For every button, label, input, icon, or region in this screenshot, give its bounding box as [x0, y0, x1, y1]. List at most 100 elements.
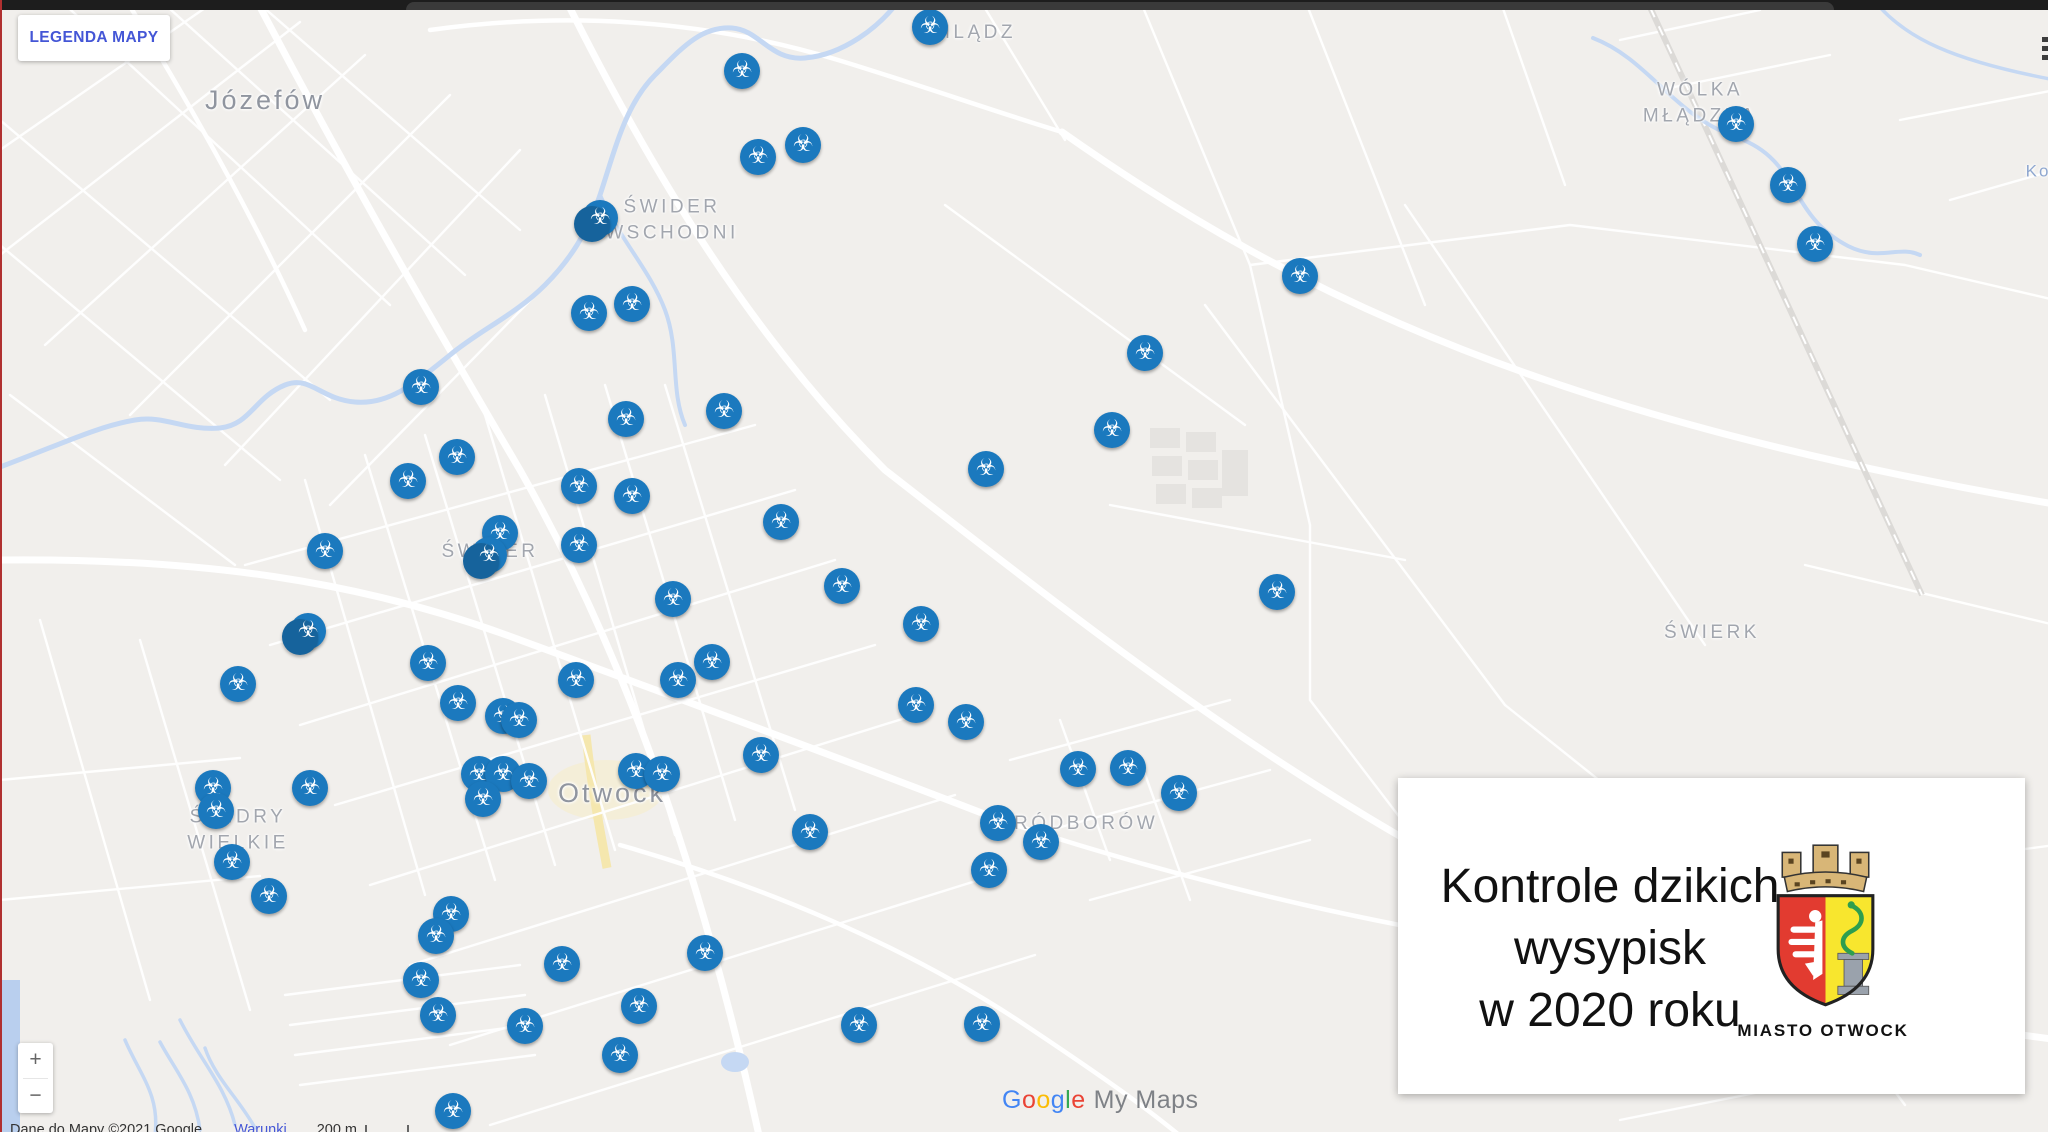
zoom-in-button[interactable]: +: [18, 1043, 53, 1078]
biohazard-marker[interactable]: ☣: [785, 127, 821, 163]
biohazard-icon: ☣: [205, 797, 227, 823]
biohazard-icon: ☣: [472, 785, 494, 811]
biohazard-marker[interactable]: ☣: [1282, 258, 1318, 294]
biohazard-marker[interactable]: ☣: [980, 805, 1016, 841]
biohazard-marker[interactable]: ☣: [968, 451, 1004, 487]
biohazard-marker[interactable]: ☣: [420, 997, 456, 1033]
biohazard-icon: ☣: [910, 610, 932, 636]
terms-link[interactable]: Warunki: [234, 1122, 287, 1132]
biohazard-marker[interactable]: ☣: [198, 793, 234, 829]
biohazard-icon: ☣: [468, 760, 490, 786]
biohazard-marker[interactable]: ☣: [1127, 335, 1163, 371]
biohazard-marker[interactable]: ☣: [694, 644, 730, 680]
biohazard-marker[interactable]: ☣: [507, 1008, 543, 1044]
biohazard-marker[interactable]: ☣: [740, 139, 776, 175]
biohazard-marker[interactable]: ☣: [1094, 412, 1130, 448]
window-left-edge: [0, 0, 2, 1132]
map-label: Józefów: [204, 84, 326, 115]
biohazard-marker[interactable]: ☣: [501, 702, 537, 738]
biohazard-marker[interactable]: ☣: [574, 200, 618, 242]
biohazard-icon: ☣: [297, 617, 319, 643]
biohazard-marker[interactable]: ☣: [964, 1006, 1000, 1042]
biohazard-marker[interactable]: ☣: [912, 9, 948, 45]
google-wordmark: Google: [1002, 1086, 1086, 1115]
biohazard-marker[interactable]: ☣: [948, 704, 984, 740]
biohazard-icon: ☣: [427, 1001, 449, 1027]
biohazard-marker[interactable]: ☣: [440, 685, 476, 721]
biohazard-marker[interactable]: ☣: [463, 537, 507, 579]
biohazard-marker[interactable]: ☣: [544, 946, 580, 982]
biohazard-marker[interactable]: ☣: [903, 606, 939, 642]
biohazard-icon: ☣: [615, 405, 637, 431]
biohazard-marker[interactable]: ☣: [571, 295, 607, 331]
biohazard-icon: ☣: [1067, 755, 1089, 781]
biohazard-marker[interactable]: ☣: [1110, 750, 1146, 786]
biohazard-marker[interactable]: ☣: [644, 756, 680, 792]
biohazard-marker[interactable]: ☣: [655, 581, 691, 617]
biohazard-icon: ☣: [1168, 779, 1190, 805]
info-card: Kontrole dzikich wysypisk w 2020 roku: [1398, 778, 2025, 1094]
biohazard-icon: ☣: [202, 774, 224, 800]
biohazard-icon: ☣: [518, 767, 540, 793]
biohazard-marker[interactable]: ☣: [465, 781, 501, 817]
biohazard-marker[interactable]: ☣: [621, 988, 657, 1024]
biohazard-marker[interactable]: ☣: [214, 844, 250, 880]
legend-button[interactable]: LEGENDA MAPY: [18, 15, 170, 61]
biohazard-marker[interactable]: ☣: [792, 814, 828, 850]
biohazard-marker[interactable]: ☣: [824, 568, 860, 604]
biohazard-marker[interactable]: ☣: [511, 763, 547, 799]
biohazard-marker[interactable]: ☣: [410, 645, 446, 681]
biohazard-marker[interactable]: ☣: [1161, 775, 1197, 811]
biohazard-marker[interactable]: ☣: [971, 852, 1007, 888]
biohazard-marker[interactable]: ☣: [403, 962, 439, 998]
biohazard-marker[interactable]: ☣: [561, 527, 597, 563]
biohazard-marker[interactable]: ☣: [1259, 574, 1295, 610]
biohazard-marker[interactable]: ☣: [1797, 226, 1833, 262]
scale-bar: [365, 1125, 410, 1132]
biohazard-marker[interactable]: ☣: [660, 662, 696, 698]
biohazard-marker[interactable]: ☣: [1718, 106, 1754, 142]
biohazard-icon: ☣: [799, 818, 821, 844]
biohazard-marker[interactable]: ☣: [561, 468, 597, 504]
biohazard-icon: ☣: [609, 1041, 631, 1067]
biohazard-marker[interactable]: ☣: [251, 878, 287, 914]
biohazard-marker[interactable]: ☣: [743, 737, 779, 773]
stacked-marker-under: [463, 543, 499, 579]
biohazard-marker[interactable]: ☣: [307, 533, 343, 569]
biohazard-marker[interactable]: ☣: [706, 393, 742, 429]
biohazard-marker[interactable]: ☣: [602, 1037, 638, 1073]
biohazard-icon: ☣: [1289, 262, 1311, 288]
org-label: MIASTO OTWOCK: [1737, 1021, 1909, 1040]
biohazard-icon: ☣: [1804, 230, 1826, 256]
biohazard-marker[interactable]: ☣: [439, 439, 475, 475]
biohazard-marker[interactable]: ☣: [614, 286, 650, 322]
biohazard-icon: ☣: [551, 950, 573, 976]
biohazard-marker[interactable]: ☣: [1770, 167, 1806, 203]
biohazard-icon: ☣: [410, 373, 432, 399]
biohazard-marker[interactable]: ☣: [841, 1007, 877, 1043]
biohazard-icon: ☣: [446, 443, 468, 469]
biohazard-icon: ☣: [314, 537, 336, 563]
biohazard-marker[interactable]: ☣: [418, 918, 454, 954]
biohazard-marker[interactable]: ☣: [435, 1093, 471, 1129]
biohazard-icon: ☣: [701, 648, 723, 674]
biohazard-marker[interactable]: ☣: [763, 504, 799, 540]
biohazard-marker[interactable]: ☣: [724, 53, 760, 89]
biohazard-icon: ☣: [221, 848, 243, 874]
biohazard-marker[interactable]: ☣: [558, 662, 594, 698]
zoom-out-button[interactable]: −: [18, 1079, 53, 1114]
map-label: ŚWIERK: [1664, 622, 1760, 644]
biohazard-marker[interactable]: ☣: [292, 770, 328, 806]
biohazard-marker[interactable]: ☣: [614, 478, 650, 514]
biohazard-marker[interactable]: ☣: [608, 401, 644, 437]
biohazard-marker[interactable]: ☣: [282, 613, 326, 655]
biohazard-marker[interactable]: ☣: [687, 935, 723, 971]
biohazard-marker[interactable]: ☣: [403, 369, 439, 405]
biohazard-icon: ☣: [514, 1012, 536, 1038]
biohazard-marker[interactable]: ☣: [1060, 751, 1096, 787]
biohazard-marker[interactable]: ☣: [1023, 824, 1059, 860]
map-label: ŚRÓDBORÓW: [997, 813, 1159, 835]
biohazard-marker[interactable]: ☣: [220, 666, 256, 702]
biohazard-marker[interactable]: ☣: [390, 463, 426, 499]
biohazard-marker[interactable]: ☣: [898, 687, 934, 723]
